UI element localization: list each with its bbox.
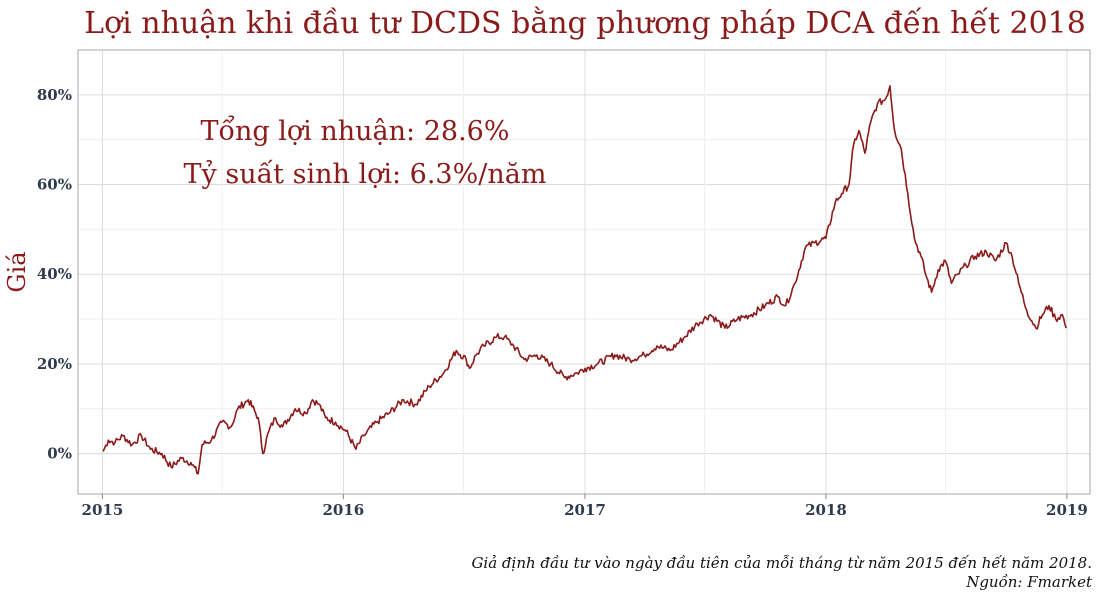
caption-source: Nguồn: Fmarket: [965, 573, 1093, 591]
y-tick-label: 80%: [37, 86, 72, 104]
chart-title: Lợi nhuận khi đầu tư DCDS bằng phương ph…: [84, 6, 1086, 41]
series-layer: [102, 85, 1067, 475]
total-return-annotation: Tổng lợi nhuận: 28.6%: [201, 114, 510, 147]
y-tick-label: 40%: [37, 265, 72, 283]
y-tick-label: 0%: [47, 445, 72, 463]
plot-frame: [77, 49, 1091, 495]
y-tick-label: 60%: [37, 176, 72, 194]
y-axis-label: Giá: [3, 251, 31, 292]
x-tick-label: 2015: [82, 501, 124, 519]
x-axis: 2015 2016 2017 2018 2019: [82, 494, 1088, 519]
x-tick-label: 2016: [323, 501, 365, 519]
y-axis: 0% 20% 40% 60% 80%: [37, 86, 72, 463]
annual-return-annotation: Tỷ suất sinh lợi: 6.3%/năm: [184, 159, 547, 190]
x-tick-label: 2019: [1046, 501, 1088, 519]
x-tick-label: 2018: [805, 501, 847, 519]
caption-assumption: Giả định đầu tư vào ngày đầu tiên của mỗ…: [471, 554, 1092, 572]
y-tick-label: 20%: [37, 355, 72, 373]
x-tick-label: 2017: [564, 501, 606, 519]
series-line: [102, 85, 1067, 475]
grid: [78, 49, 1090, 494]
